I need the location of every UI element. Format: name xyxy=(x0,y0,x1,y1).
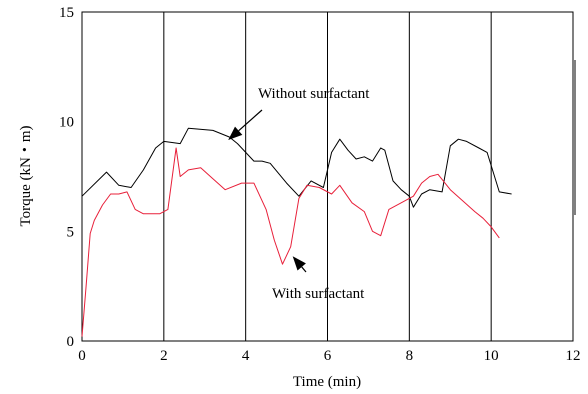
grid-lines xyxy=(163,12,492,341)
annotation-without-surfactant: Without surfactant xyxy=(258,86,370,102)
x-tick-label: 10 xyxy=(484,348,499,364)
x-tick-label: 4 xyxy=(242,348,250,364)
x-axis-title: Time (min) xyxy=(293,374,361,390)
y-tick-labels: 0 5 10 15 xyxy=(59,5,74,350)
x-tick-label: 12 xyxy=(566,348,581,364)
y-tick-label: 0 xyxy=(67,334,75,350)
arrow-with-surfactant xyxy=(292,256,307,273)
x-tick-label: 6 xyxy=(324,348,332,364)
x-tick-label: 0 xyxy=(78,348,86,364)
y-axis-title: Torque (kN・m) xyxy=(18,125,34,226)
series-line-with-surfactant xyxy=(81,147,500,337)
x-tick-label: 2 xyxy=(160,348,168,364)
annotation-with-surfactant: With surfactant xyxy=(272,286,365,302)
series-line-without-surfactant xyxy=(81,127,512,208)
series-lines xyxy=(81,127,512,337)
y-tick-label: 5 xyxy=(67,224,75,240)
annotation-arrows xyxy=(228,109,307,273)
arrow-without-surfactant xyxy=(228,109,263,141)
y-tick-label: 10 xyxy=(59,115,74,131)
x-tick-labels: 0 2 4 6 8 10 12 xyxy=(78,348,580,364)
x-tick-label: 8 xyxy=(406,348,414,364)
y-tick-label: 15 xyxy=(59,5,74,21)
